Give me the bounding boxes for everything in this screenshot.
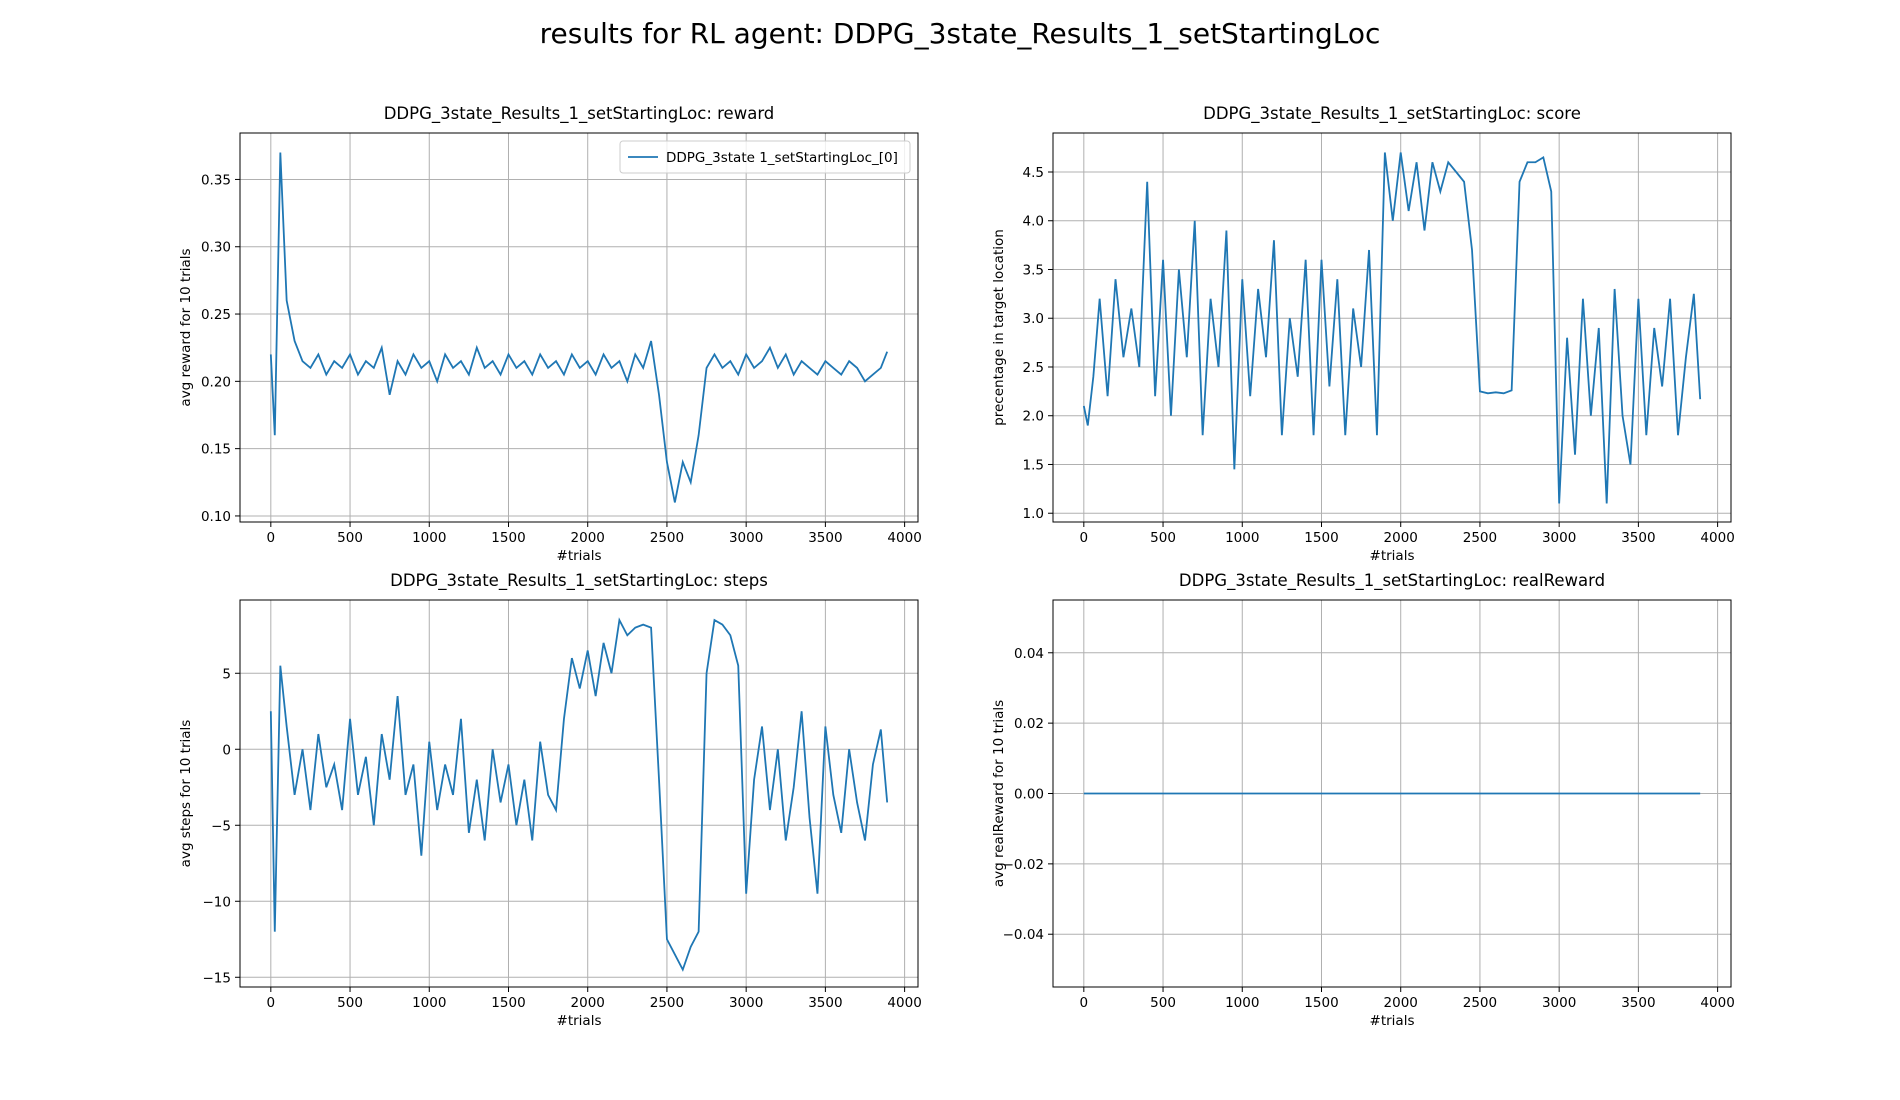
x-tick-label: 3500	[808, 995, 842, 1011]
legend: DDPG_3state 1_setStartingLoc_[0]	[619, 140, 911, 174]
x-tick-label: 2500	[1463, 995, 1497, 1011]
y-tick-label: −0.04	[1003, 927, 1044, 943]
y-tick-label: 0.10	[201, 509, 231, 525]
y-tick-label: 2.0	[1023, 409, 1044, 425]
y-tick-label: −0.02	[1003, 857, 1044, 873]
data-line	[269, 617, 889, 972]
chart-title: DDPG_3state_Results_1_setStartingLoc: st…	[390, 571, 768, 591]
y-tick-label: −5	[211, 818, 231, 834]
y-tick-label: 3.5	[1023, 262, 1044, 278]
x-tick-label: 2000	[571, 995, 605, 1011]
y-tick-label: 3.0	[1023, 311, 1044, 327]
legend-box	[619, 140, 911, 174]
x-tick-label: 3500	[1621, 530, 1655, 546]
x-tick-label: 3500	[1621, 995, 1655, 1011]
y-tick-label: 5	[222, 666, 231, 682]
y-tick-label: 0.25	[201, 307, 231, 323]
axes-frame	[1052, 132, 1732, 523]
y-tick-label: 4.0	[1023, 214, 1044, 230]
y-axis-label: avg reward for 10 trials	[178, 248, 194, 406]
x-tick-label: 4000	[887, 995, 921, 1011]
x-tick-label: 3000	[1542, 995, 1576, 1011]
y-tick-label: 0.04	[1014, 646, 1044, 662]
chart-title: DDPG_3state_Results_1_setStartingLoc: sc…	[1203, 104, 1581, 124]
x-tick-label: 0	[1080, 530, 1089, 546]
y-tick-label: 0	[222, 742, 231, 758]
x-tick-label: 0	[267, 530, 276, 546]
x-tick-label: 3000	[729, 530, 763, 546]
x-tick-label: 1000	[1225, 995, 1259, 1011]
x-tick-label: 1500	[1304, 995, 1338, 1011]
y-tick-label: 1.0	[1023, 506, 1044, 522]
data-line	[1082, 152, 1702, 504]
x-tick-label: 2000	[571, 530, 605, 546]
axes-frame	[239, 599, 919, 988]
chart-title: DDPG_3state_Results_1_setStartingLoc: re…	[1179, 571, 1605, 591]
y-tick-label: 0.20	[201, 374, 231, 390]
y-tick-label: 2.5	[1023, 360, 1044, 376]
y-tick-label: 0.00	[1014, 787, 1044, 803]
x-tick-label: 500	[1150, 995, 1176, 1011]
x-tick-label: 2500	[650, 995, 684, 1011]
y-tick-label: −10	[203, 894, 232, 910]
y-tick-label: −15	[203, 970, 232, 986]
x-tick-label: 1000	[412, 995, 446, 1011]
x-tick-label: 4000	[887, 530, 921, 546]
x-tick-label: 1000	[1225, 530, 1259, 546]
x-tick-label: 500	[337, 995, 363, 1011]
x-tick-label: 500	[337, 530, 363, 546]
y-axis-label: avg steps for 10 trials	[178, 720, 194, 868]
axes-frame	[1052, 599, 1732, 988]
axes-frame	[239, 132, 919, 523]
x-axis-label: #trials	[557, 1013, 602, 1029]
x-tick-label: 2000	[1384, 995, 1418, 1011]
x-tick-label: 1500	[491, 995, 525, 1011]
x-axis-label: #trials	[1370, 548, 1415, 564]
y-tick-label: 0.30	[201, 240, 231, 256]
x-tick-label: 4000	[1700, 995, 1734, 1011]
y-tick-label: 4.5	[1023, 165, 1044, 181]
x-tick-label: 1500	[491, 530, 525, 546]
y-tick-label: 0.35	[201, 172, 231, 188]
x-tick-label: 3500	[808, 530, 842, 546]
x-tick-label: 0	[1080, 995, 1089, 1011]
x-axis-label: #trials	[1370, 1013, 1415, 1029]
x-tick-label: 1000	[412, 530, 446, 546]
y-tick-label: 0.02	[1014, 716, 1044, 732]
x-tick-label: 2500	[1463, 530, 1497, 546]
y-axis-label: precentage in target location	[991, 229, 1007, 426]
x-tick-label: 0	[267, 995, 276, 1011]
chart-title: DDPG_3state_Results_1_setStartingLoc: re…	[384, 104, 775, 124]
figure-title: results for RL agent: DDPG_3state_Result…	[540, 17, 1381, 50]
x-tick-label: 2000	[1384, 530, 1418, 546]
y-axis-label: avg realReward for 10 trials	[991, 700, 1007, 887]
x-tick-label: 1500	[1304, 530, 1338, 546]
x-tick-label: 3000	[729, 995, 763, 1011]
legend-label: DDPG_3state 1_setStartingLoc_[0]	[666, 150, 898, 166]
y-tick-label: 0.15	[201, 442, 231, 458]
x-tick-label: 500	[1150, 530, 1176, 546]
x-tick-label: 2500	[650, 530, 684, 546]
x-axis-label: #trials	[557, 548, 602, 564]
y-tick-label: 1.5	[1023, 457, 1044, 473]
data-line	[269, 152, 889, 503]
x-tick-label: 3000	[1542, 530, 1576, 546]
x-tick-label: 4000	[1700, 530, 1734, 546]
